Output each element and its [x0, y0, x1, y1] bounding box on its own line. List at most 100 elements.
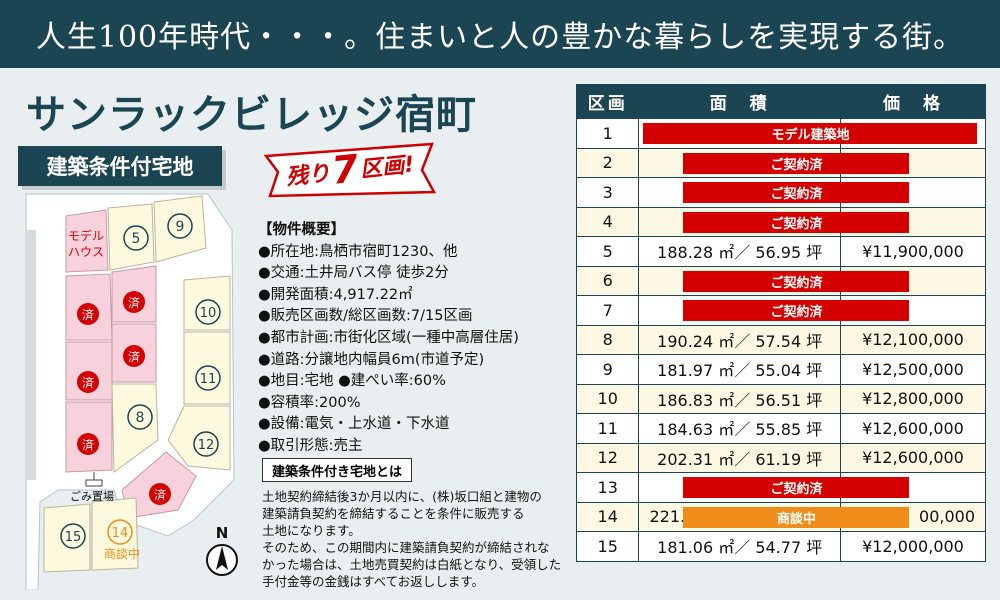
lot-number: 1 [575, 118, 640, 149]
contracted-badge: ご契約済 [683, 211, 910, 233]
overview-item: ●都市計画:市街化区域(一種中高層住居) [258, 329, 519, 346]
lot-area: 188.28 ㎡／ 56.95 坪 [638, 236, 841, 267]
lot-area: 190.24 ㎡／ 57.54 坪 [638, 324, 841, 355]
overview-heading: 【物件概要】 [258, 222, 345, 238]
table-row: 5 188.28 ㎡／ 56.95 坪 ¥11,900,000 [575, 236, 987, 267]
table-row: 15 181.06 ㎡／ 54.77 坪 ¥12,000,000 [575, 531, 987, 562]
overview-item: ●販売区画数/総区画数:7/15区画 [258, 308, 473, 325]
lot-5-label: 5 [132, 231, 141, 247]
lot-number: 3 [575, 177, 640, 208]
condition-line: 手付金等の金銭はすべてお返しします。 [262, 574, 485, 589]
lot-area: 186.83 ㎡／ 56.51 坪 [638, 383, 841, 414]
model-site-badge: モデル建築地 [643, 123, 978, 144]
lot-number: 9 [575, 354, 640, 385]
category-tag: 建築条件付宅地 [18, 146, 222, 186]
contracted-badge: ご契約済 [683, 300, 910, 321]
overview-item: ●道路:分譲地内幅員6m(市道予定) [258, 351, 485, 368]
remaining-number: 7 [329, 146, 361, 193]
page-title: サンラックビレッジ宿町 [26, 91, 477, 138]
sold-mark: 済 [128, 349, 140, 364]
contracted-badge: ご契約済 [683, 477, 910, 498]
condition-line: 建築請負契約を締結することを条件に販売する [262, 506, 525, 521]
lot-number: 4 [575, 206, 640, 237]
lot-14-label: 14 [112, 526, 129, 541]
table-row: 7 ご契約済 [575, 295, 987, 326]
lot-14-status: 商談中 [104, 546, 140, 561]
lot-10-label: 10 [200, 306, 217, 321]
lot-number: 6 [575, 265, 640, 296]
table-row: 1 モデル建築地 [575, 118, 987, 149]
lot-area-empty: ご契約済 [638, 265, 910, 296]
lot-price: ¥12,000,000 [839, 531, 987, 562]
lot-number: 11 [575, 413, 640, 444]
lot-price: ¥12,600,000 [839, 413, 987, 444]
negotiating-badge: 商談中 [683, 506, 910, 528]
overview-item: ●取引形態:売主 [258, 437, 363, 454]
contracted-badge: ご契約済 [683, 182, 910, 203]
property-overview: 【物件概要】 ●所在地:鳥栖市宿町1230、他 ●交通:土井局バス停 徒歩2分 … [258, 220, 558, 458]
lot-number: 8 [575, 324, 640, 355]
lot-price: ¥12,800,000 [839, 383, 987, 414]
contracted-badge: ご契約済 [683, 152, 910, 174]
lot-area-empty: ご契約済 [638, 295, 910, 326]
lot-price: ¥12,500,000 [839, 354, 987, 385]
lot-price: ¥11,900,000 [839, 236, 987, 267]
sold-mark: 済 [154, 487, 166, 502]
compass-icon: N [204, 522, 240, 582]
table-header-row: 区画 面 積 価 格 [575, 84, 987, 119]
table-row: 12 202.31 ㎡／ 61.19 坪 ¥12,600,000 [575, 442, 987, 473]
overview-item: ●開発面積:4,917.22㎡ [258, 286, 413, 303]
header-price: 価 格 [839, 84, 987, 119]
remaining-badge: 残り 7 区画! [262, 140, 438, 198]
lot-area: 181.97 ㎡／ 55.04 坪 [638, 354, 841, 385]
sold-mark: 済 [82, 307, 94, 322]
lot-area-empty: モデル建築地 [638, 118, 978, 149]
table-row: 14 221. 商談中 00,000 [575, 501, 987, 532]
lot-price: ¥12,100,000 [839, 324, 987, 355]
lot-area: 202.31 ㎡／ 61.19 坪 [638, 442, 841, 473]
lot-number: 2 [575, 147, 640, 178]
lot-11-label: 11 [200, 372, 217, 387]
header-area: 面 積 [638, 84, 841, 119]
compass-n-label: N [216, 524, 229, 542]
lot-number: 7 [575, 295, 640, 326]
lot-number: 13 [575, 472, 640, 503]
lot-number: 14 [575, 501, 640, 532]
lot-12-label: 12 [198, 438, 215, 453]
lot-price: ¥12,600,000 [839, 442, 987, 473]
header-banner: 人生100年時代・・・。住まいと人の豊かな暮らしを実現する街。 [0, 0, 1000, 68]
remaining-prefix: 残り [285, 161, 332, 191]
table-row: 11 184.63 ㎡／ 55.85 坪 ¥12,600,000 [575, 413, 987, 444]
lot-number: 10 [575, 383, 640, 414]
condition-heading: 建築条件付き宅地とは [262, 458, 412, 482]
overview-item: ●所在地:鳥栖市宿町1230、他 [258, 243, 458, 260]
condition-line: かった場合は、土地売買契約は白紙となり、受領した [262, 557, 562, 572]
lot-model-label2: ハウス [68, 245, 104, 259]
lot-8-label: 8 [136, 410, 145, 426]
table-row: 13 ご契約済 [575, 472, 987, 503]
contracted-badge: ご契約済 [683, 270, 910, 292]
lot-number: 15 [575, 531, 640, 562]
lot-price-table: 区画 面 積 価 格 1 モデル建築地 2 ご契約済 3 ご契約済 4 ご契約済 5 188.28… [575, 84, 987, 562]
lot-area: 181.06 ㎡／ 54.77 坪 [638, 531, 841, 562]
table-row: 4 ご契約済 [575, 206, 987, 237]
overview-item: ●設備:電気・上水道・下水道 [258, 416, 450, 433]
table-row: 3 ご契約済 [575, 177, 987, 208]
lot-area-empty: ご契約済 [638, 206, 910, 237]
lot-model-label1: モデル [68, 228, 104, 243]
overview-item: ●容積率:200% [258, 394, 361, 411]
condition-text: 土地契約締結後3か月以内に、(株)坂口組と建物の 建築請負契約を締結することを条… [262, 488, 562, 590]
table-row: 10 186.83 ㎡／ 56.51 坪 ¥12,800,000 [575, 383, 987, 414]
condition-line: 土地契約締結後3か月以内に、(株)坂口組と建物の [262, 489, 542, 504]
garbage-area-label: ごみ置場 [70, 489, 114, 503]
sold-mark: 済 [82, 375, 94, 390]
sold-mark: 済 [82, 437, 94, 452]
table-row: 2 ご契約済 [575, 147, 987, 178]
table-row: 8 190.24 ㎡／ 57.54 坪 ¥12,100,000 [575, 324, 987, 355]
lot-number: 12 [575, 442, 640, 473]
condition-line: そのため、この期間内に建築請負契約が締結されな [262, 540, 550, 555]
overview-item: ●交通:土井局バス停 徒歩2分 [258, 265, 449, 282]
header-lot: 区画 [575, 84, 640, 119]
table-row: 9 181.97 ㎡／ 55.04 坪 ¥12,500,000 [575, 354, 987, 385]
lot-area: 184.63 ㎡／ 55.85 坪 [638, 413, 841, 444]
